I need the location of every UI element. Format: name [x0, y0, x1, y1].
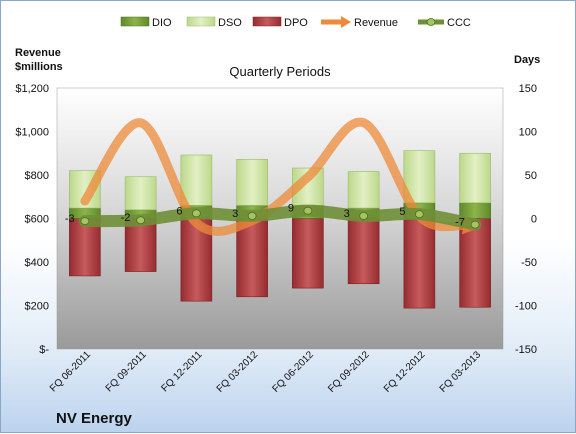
ccc-point: [359, 211, 369, 220]
category-label: FQ 09-2011: [104, 349, 149, 394]
legend-label-dso: DSO: [218, 17, 242, 29]
legend-label-dpo: DPO: [284, 17, 308, 29]
legend-label-revenue: Revenue: [354, 17, 398, 29]
category-label: FQ 12-2011: [160, 349, 205, 394]
right-tick-label: 50: [525, 170, 537, 182]
bar-dpo: [292, 218, 324, 289]
ccc-data-label: 5: [399, 206, 405, 218]
ccc-point: [80, 217, 90, 226]
ccc-point: [247, 211, 257, 220]
category-label: FQ 06-2011: [48, 349, 93, 394]
left-tick-label: $200: [25, 301, 49, 313]
right-tick-label: -50: [521, 257, 537, 269]
chart-title: Quarterly Periods: [229, 64, 331, 79]
legend-swatch-revenue: [321, 16, 351, 28]
bar-dso: [236, 159, 268, 206]
right-tick-label: 150: [519, 83, 537, 95]
ccc-data-label: 3: [344, 208, 350, 220]
right-tick-label: -150: [515, 344, 537, 356]
bar-dpo: [236, 218, 268, 298]
right-axis-title: Days: [514, 54, 540, 66]
left-tick-label: $1,200: [15, 83, 49, 95]
ccc-data-label: -7: [455, 217, 465, 229]
left-tick-label: $-: [39, 344, 49, 356]
legend-swatch-dio: [120, 16, 150, 27]
ccc-line: [78, 204, 482, 231]
left-axis-title-line1: Revenue: [15, 47, 61, 59]
ccc-data-label: -2: [121, 212, 131, 224]
bar-dso: [459, 152, 491, 204]
company-name: NV Energy: [56, 410, 133, 427]
category-label: FQ 09-2012: [326, 349, 372, 395]
ccc-point: [136, 216, 146, 225]
legend: DIO DSO DPO Revenue CCC: [120, 16, 471, 29]
bar-dpo: [69, 218, 101, 277]
ccc-data-label: -3: [65, 213, 75, 225]
bar-dso: [180, 154, 213, 206]
ccc-point: [470, 220, 480, 229]
ccc-data-label: 3: [232, 208, 238, 220]
bar-dpo: [347, 218, 380, 285]
category-label: FQ 12-2012: [382, 349, 428, 395]
ccc-point: [191, 209, 201, 218]
legend-swatch-dpo: [252, 16, 282, 27]
bar-dpo: [124, 218, 157, 272]
left-axis-title-line2: $millions: [15, 61, 63, 73]
ccc-point: [303, 206, 313, 215]
left-tick-label: $800: [25, 170, 49, 182]
bar-dso: [347, 171, 380, 209]
left-tick-label: $600: [25, 214, 49, 226]
legend-swatch-dso: [186, 16, 216, 27]
right-tick-label: 0: [531, 214, 537, 226]
ccc-point: [414, 210, 424, 219]
ccc-data-label: 6: [176, 205, 182, 217]
left-tick-label: $400: [25, 257, 49, 269]
bar-dso: [124, 176, 157, 211]
category-label: FQ 03-2013: [438, 349, 484, 395]
ccc-layer: -3 -2 6 3 9 3 5 -7: [65, 203, 482, 231]
legend-label-dio: DIO: [152, 17, 172, 29]
right-tick-label: -100: [515, 301, 537, 313]
left-tick-label: $1,000: [15, 127, 49, 139]
category-label: FQ 06-2012: [270, 349, 316, 395]
category-label: FQ 03-2012: [215, 349, 261, 395]
legend-label-ccc: CCC: [447, 17, 471, 29]
right-tick-label: 100: [519, 127, 537, 139]
ccc-data-label: 9: [288, 203, 294, 215]
legend-swatch-ccc: [418, 18, 444, 26]
bar-dpo: [403, 218, 436, 309]
